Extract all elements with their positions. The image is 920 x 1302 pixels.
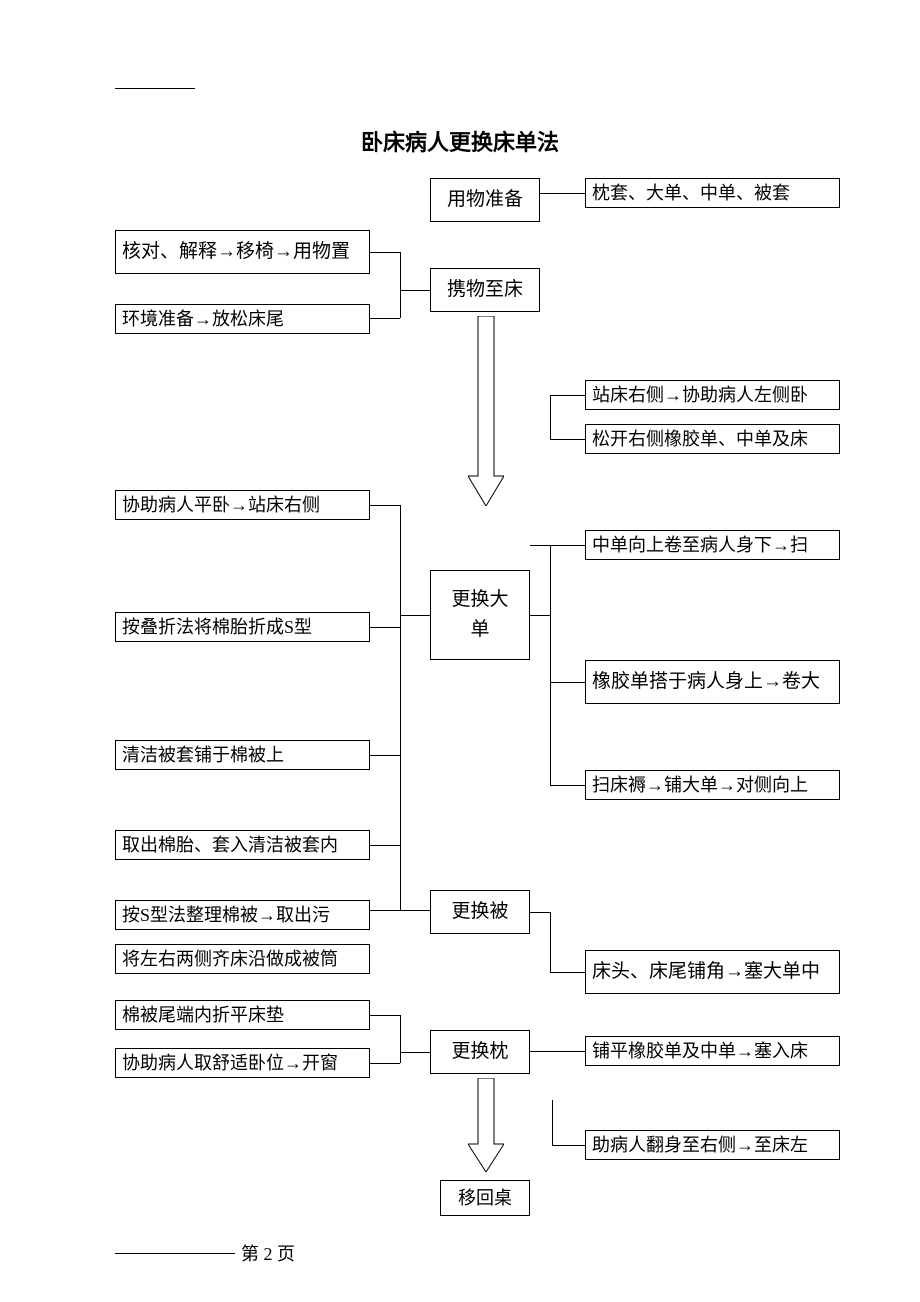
node-label: 中单向上卷至病人身下→扫 [592,531,833,560]
left-node-6: 取出棉胎、套入清洁被套内 [115,830,370,860]
connector-line [400,1015,401,1063]
connector-line [370,505,400,506]
left-node-9: 棉被尾端内折平床垫 [115,1000,370,1030]
node-label: 携物至床 [437,275,533,305]
node-label: 扫床褥→铺大单→对侧向上 [592,771,833,800]
node-label: 按叠折法将棉胎折成S型 [122,613,363,642]
connector-line [550,545,551,785]
right-node-5: 橡胶单搭于病人身上→卷大 [585,660,840,704]
node-return: 移回桌 [440,1180,530,1216]
connector-line [550,395,585,396]
left-node-10: 协助病人取舒适卧位→开窗 [115,1048,370,1078]
connector-line [400,615,430,616]
node-label: 协助病人平卧→站床右侧 [122,491,363,520]
node-label: 更换枕 [437,1037,523,1067]
node-pillow: 更换枕 [430,1030,530,1074]
connector-line [400,252,401,318]
connector-line [370,627,400,628]
node-label: 更换大单 [437,585,523,646]
connector-line [550,785,585,786]
right-node-3: 松开右侧橡胶单、中单及床 [585,424,840,454]
node-label: 取出棉胎、套入清洁被套内 [122,831,363,860]
node-label: 按S型法整理棉被→取出污 [122,901,363,930]
node-label: 棉被尾端内折平床垫 [122,1001,363,1030]
node-label: 环境准备→放松床尾 [122,305,363,334]
left-node-3: 协助病人平卧→站床右侧 [115,490,370,520]
node-label: 将左右两侧齐床沿做成被筒 [122,945,363,974]
node-label: 松开右侧橡胶单、中单及床 [592,425,833,454]
right-node-1: 枕套、大单、中单、被套 [585,178,840,208]
page-number: 第 2 页 [241,1240,295,1266]
connector-line [370,318,400,319]
left-node-1: 核对、解释→移椅→用物置 [115,230,370,274]
header-rule [115,88,195,89]
right-node-9: 助病人翻身至右侧→至床左 [585,1130,840,1160]
connector-line [530,1051,585,1052]
node-label: 铺平橡胶单及中单→塞入床 [592,1037,833,1066]
node-label: 站床右侧→协助病人左侧卧 [592,381,833,410]
connector-line [370,1015,400,1016]
connector-line [400,505,401,910]
connector-line [370,1063,400,1064]
node-label: 协助病人取舒适卧位→开窗 [122,1049,363,1078]
right-node-2: 站床右侧→协助病人左侧卧 [585,380,840,410]
connector-line [530,615,550,616]
arrow-down-icon [468,1078,504,1172]
left-node-8: 将左右两侧齐床沿做成被筒 [115,944,370,974]
left-node-4: 按叠折法将棉胎折成S型 [115,612,370,642]
connector-line [550,682,585,683]
left-node-7: 按S型法整理棉被→取出污 [115,900,370,930]
node-label: 更换被 [437,897,523,927]
connector-line [370,252,400,253]
page-title: 卧床病人更换床单法 [0,125,920,157]
node-label: 核对、解释→移椅→用物置 [122,237,363,267]
node-label: 移回桌 [447,1184,523,1213]
connector-line [540,193,585,194]
connector-line [400,1052,430,1053]
node-label: 助病人翻身至右侧→至床左 [592,1131,833,1160]
arrow-down-icon [468,316,504,506]
node-sheet: 更换大单 [430,570,530,660]
connector-line [530,545,585,546]
right-node-7: 床头、床尾铺角→塞大单中 [585,950,840,994]
connector-line [400,910,430,911]
right-node-8: 铺平橡胶单及中单→塞入床 [585,1036,840,1066]
node-prep: 用物准备 [430,178,540,222]
connector-line [550,972,585,973]
right-node-6: 扫床褥→铺大单→对侧向上 [585,770,840,800]
node-label: 枕套、大单、中单、被套 [592,179,833,208]
right-node-4: 中单向上卷至病人身下→扫 [585,530,840,560]
connector-line [550,439,585,440]
connector-line [552,1100,553,1145]
connector-line [370,910,400,911]
node-label: 用物准备 [437,185,533,215]
node-label: 清洁被套铺于棉被上 [122,741,363,770]
node-carry: 携物至床 [430,268,540,312]
connector-line [550,912,551,972]
node-label: 床头、床尾铺角→塞大单中 [592,957,833,987]
footer-rule [115,1253,235,1254]
node-label: 橡胶单搭于病人身上→卷大 [592,667,833,697]
connector-line [370,755,400,756]
connector-line [550,395,551,439]
node-quilt: 更换被 [430,890,530,934]
connector-line [400,290,430,291]
connector-line [370,845,400,846]
left-node-2: 环境准备→放松床尾 [115,304,370,334]
left-node-5: 清洁被套铺于棉被上 [115,740,370,770]
page-footer: 第 2 页 [115,1240,295,1266]
connector-line [552,1145,585,1146]
connector-line [530,912,550,913]
